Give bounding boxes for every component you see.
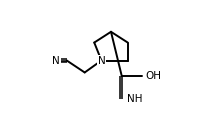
Text: N: N xyxy=(52,56,60,65)
Text: N: N xyxy=(97,56,105,65)
Text: OH: OH xyxy=(145,71,161,81)
Text: NH: NH xyxy=(127,94,142,104)
